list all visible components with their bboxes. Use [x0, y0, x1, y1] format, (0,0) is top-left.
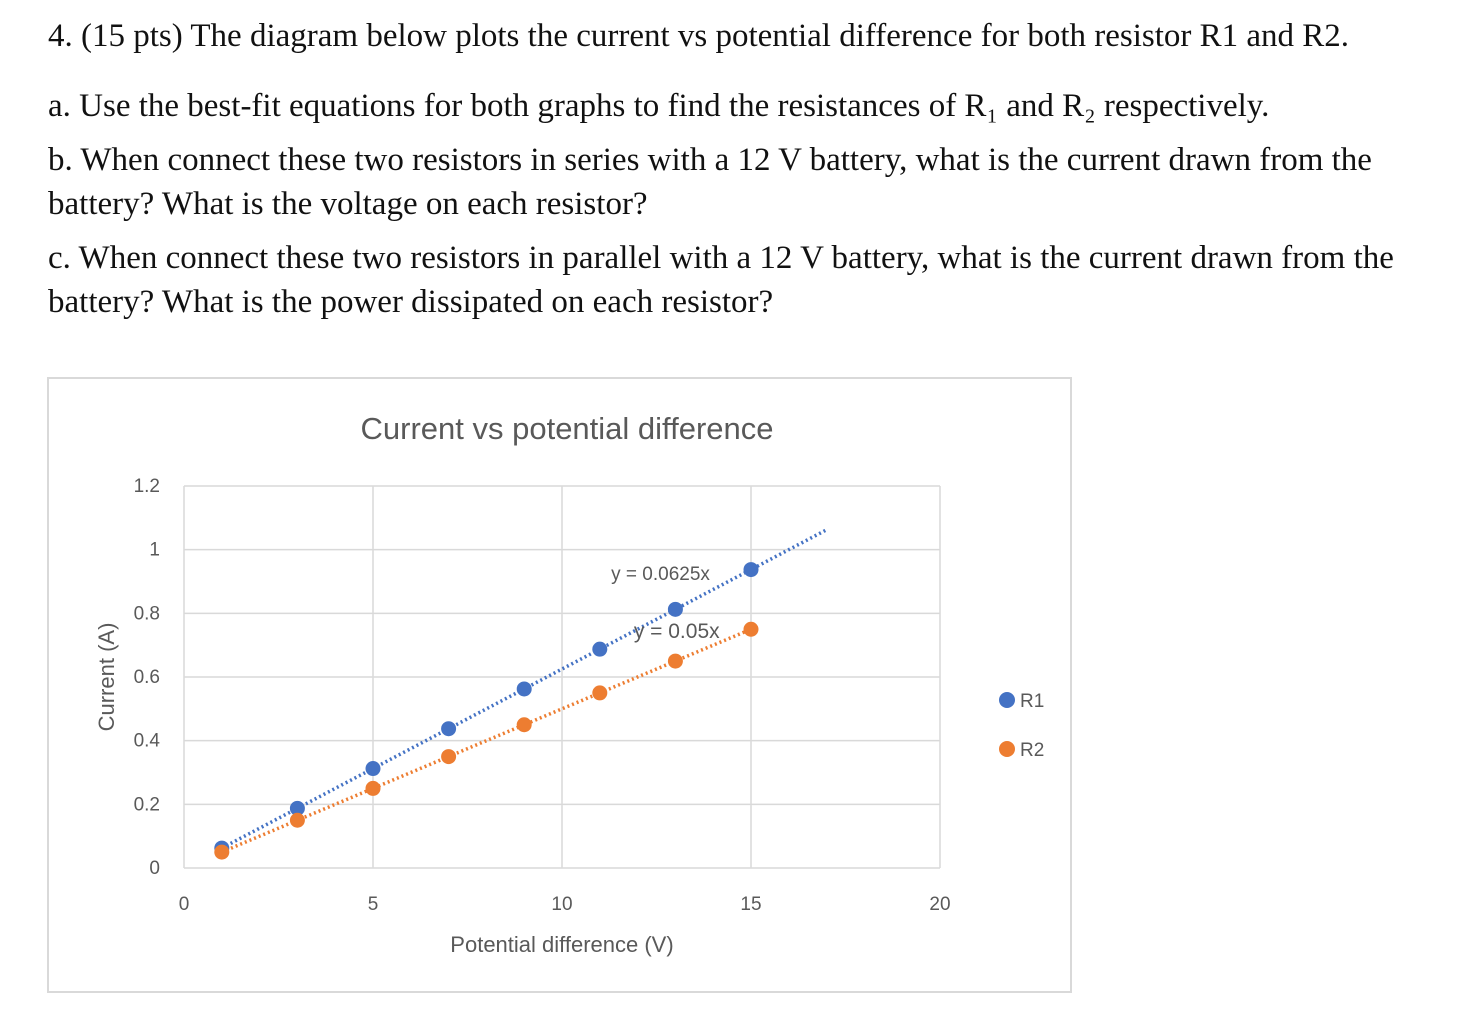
data-point-r1: [289, 800, 305, 816]
chart: Current vs potential difference 0 0.2 0.4 0.…: [94, 411, 1044, 957]
x-tick-label: 15: [740, 894, 761, 915]
x-tick-label: 5: [368, 894, 379, 915]
question-part-a: a. Use the best-fit equations for both g…: [48, 88, 1270, 124]
data-point-r2: [592, 685, 608, 701]
x-tick-label: 10: [551, 894, 572, 915]
data-point-r2: [441, 749, 457, 765]
data-point-r1: [743, 562, 759, 578]
legend-marker-r2: [999, 741, 1015, 757]
data-point-r1: [516, 681, 532, 697]
data-point-r2: [365, 780, 381, 796]
y-tick-label: 0: [149, 858, 160, 879]
x-axis-label: Potential difference (V): [450, 932, 673, 957]
y-tick-label: 0.2: [134, 794, 160, 815]
question-title: 4. (15 pts) The diagram below plots the …: [48, 18, 1350, 54]
chart-container: Current vs potential difference 0 0.2 0.4 0.…: [47, 377, 1072, 993]
chart-title: Current vs potential difference: [361, 411, 774, 446]
data-point-r2: [667, 653, 683, 669]
data-point-r1: [365, 761, 381, 777]
data-point-r1: [592, 641, 608, 657]
legend-marker-r1: [999, 692, 1015, 708]
y-tick-label: 1: [149, 540, 160, 561]
x-tick-label: 0: [179, 894, 190, 915]
question-text: 4. (15 pts) The diagram below plots the …: [48, 14, 1458, 324]
y-tick-label: 0.8: [134, 603, 160, 624]
data-point-r1: [441, 721, 457, 737]
trendline-r2: [221, 627, 752, 854]
y-tick-label: 1.2: [134, 476, 160, 497]
trendline-equation-r2: y = 0.05x: [634, 620, 720, 643]
question-part-b: b. When connect these two resistors in s…: [48, 142, 1372, 222]
y-tick-label: 0.4: [134, 731, 161, 752]
y-tick-label: 0.6: [134, 667, 160, 688]
data-point-r2: [214, 844, 230, 860]
data-point-r1: [667, 601, 683, 617]
legend-label-r2: R2: [1020, 740, 1044, 761]
data-point-r2: [516, 717, 532, 733]
trendline-equation-r1: y = 0.0625x: [611, 564, 710, 585]
data-point-r2: [743, 621, 759, 637]
question-part-c: c. When connect these two resistors in p…: [48, 240, 1394, 320]
x-tick-label: 20: [929, 894, 950, 915]
y-axis-label: Current (A): [94, 623, 119, 732]
data-point-r2: [289, 812, 305, 828]
legend-label-r1: R1: [1020, 691, 1044, 712]
